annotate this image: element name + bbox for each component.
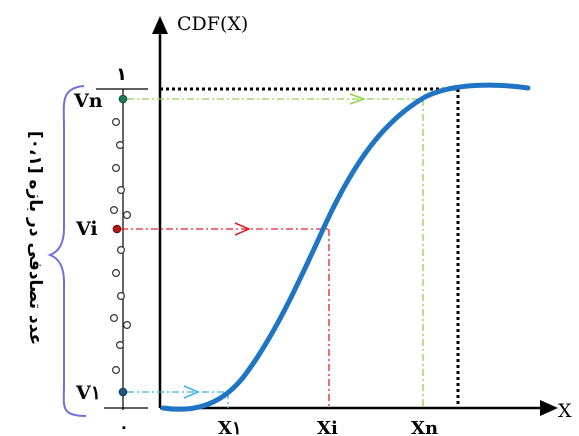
origin-tick-label: ٠ [119, 417, 129, 436]
vertical-caption: عدد تصادفی در بازه [۰،۱] [25, 131, 45, 345]
sample-points [109, 117, 131, 375]
point-v-1 [118, 387, 128, 397]
x-axis-title: X [558, 400, 572, 422]
x-axis [160, 400, 558, 416]
label-v-i: Vi [75, 218, 98, 240]
y-top-tick-label: ۱ [116, 64, 127, 85]
label-x-n: Xn [411, 418, 438, 436]
y-axis [152, 16, 168, 408]
red-guide [121, 222, 330, 408]
green-guide [127, 93, 424, 408]
point-v-i [112, 224, 122, 234]
label-v-1: V۱ [75, 382, 101, 404]
label-x-i: Xi [317, 418, 338, 436]
label-x-1: X۱ [218, 418, 242, 436]
cdf-curve [160, 82, 531, 412]
point-v-n [118, 94, 128, 104]
label-v-n: Vn [73, 90, 103, 112]
left-brace [47, 85, 87, 417]
y-axis-title: CDF(X) [177, 13, 248, 35]
